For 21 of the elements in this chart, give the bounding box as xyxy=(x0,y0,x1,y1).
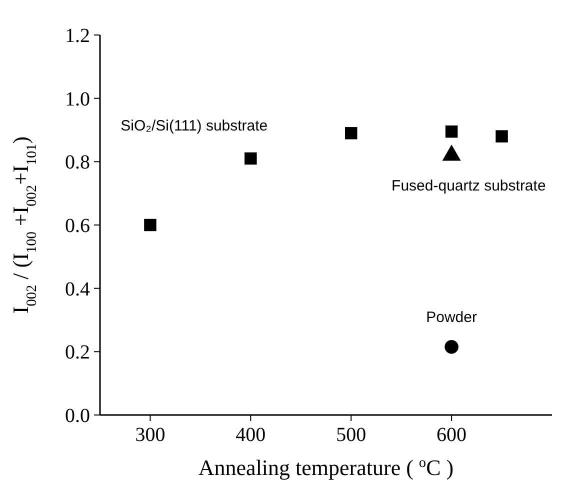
y-tick-label: 0.6 xyxy=(65,215,90,237)
point xyxy=(445,125,458,138)
y-tick-label: 1.2 xyxy=(65,25,90,47)
point xyxy=(444,340,458,354)
x-tick-label: 400 xyxy=(236,424,266,446)
series-label: Fused-quartz substrate xyxy=(392,177,546,194)
x-tick-label: 500 xyxy=(336,424,366,446)
series-label: SiO₂/Si(111) substrate xyxy=(120,118,268,134)
point xyxy=(344,127,358,140)
point xyxy=(496,130,508,142)
y-tick-label: 1.0 xyxy=(65,88,90,110)
y-tick-label: 0.0 xyxy=(65,405,90,427)
point xyxy=(144,218,156,232)
y-tick-label: 0.2 xyxy=(65,342,90,364)
x-axis-title: Annealing temperature ( $^{o}$C ) xyxy=(198,455,454,480)
y-tick-label: 0.8 xyxy=(65,152,90,174)
y-tick-label: 0.4 xyxy=(65,278,90,300)
x-tick-label: 300 xyxy=(135,424,166,446)
series-label: Powder xyxy=(426,308,477,326)
x-tick-label: 600 xyxy=(436,424,467,446)
point xyxy=(244,152,257,165)
